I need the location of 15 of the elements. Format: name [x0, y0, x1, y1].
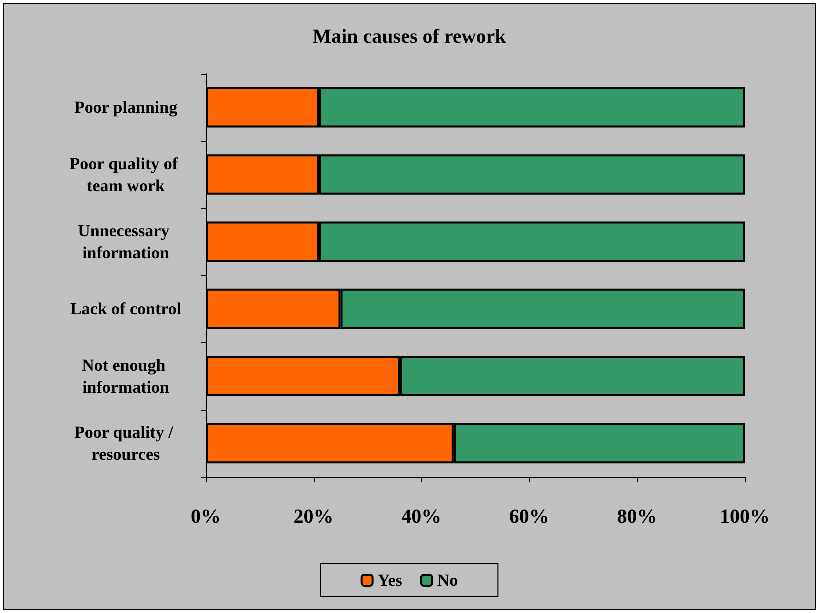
x-tick-label: 100%	[720, 506, 770, 528]
chart-title: Main causes of rework	[312, 26, 508, 48]
y-tick-label: Unnecessary information	[78, 221, 174, 262]
y-tick-label: Not enough information	[82, 356, 170, 397]
legend-label: Yes	[378, 571, 403, 590]
x-tick-label: 0%	[191, 506, 221, 528]
legend-label: No	[437, 571, 458, 590]
x-tick-label: 80%	[617, 506, 658, 528]
y-tick-label: Poor quality / resources	[74, 422, 178, 464]
x-tick-label: 40%	[402, 506, 442, 528]
y-tick-label: Poor planning	[74, 98, 178, 118]
x-tick-label: 20%	[294, 506, 334, 528]
y-tick-label: Lack of control	[70, 300, 182, 319]
y-tick-label: Poor quality of team work	[70, 154, 182, 196]
x-tick-label: 60%	[509, 506, 550, 528]
